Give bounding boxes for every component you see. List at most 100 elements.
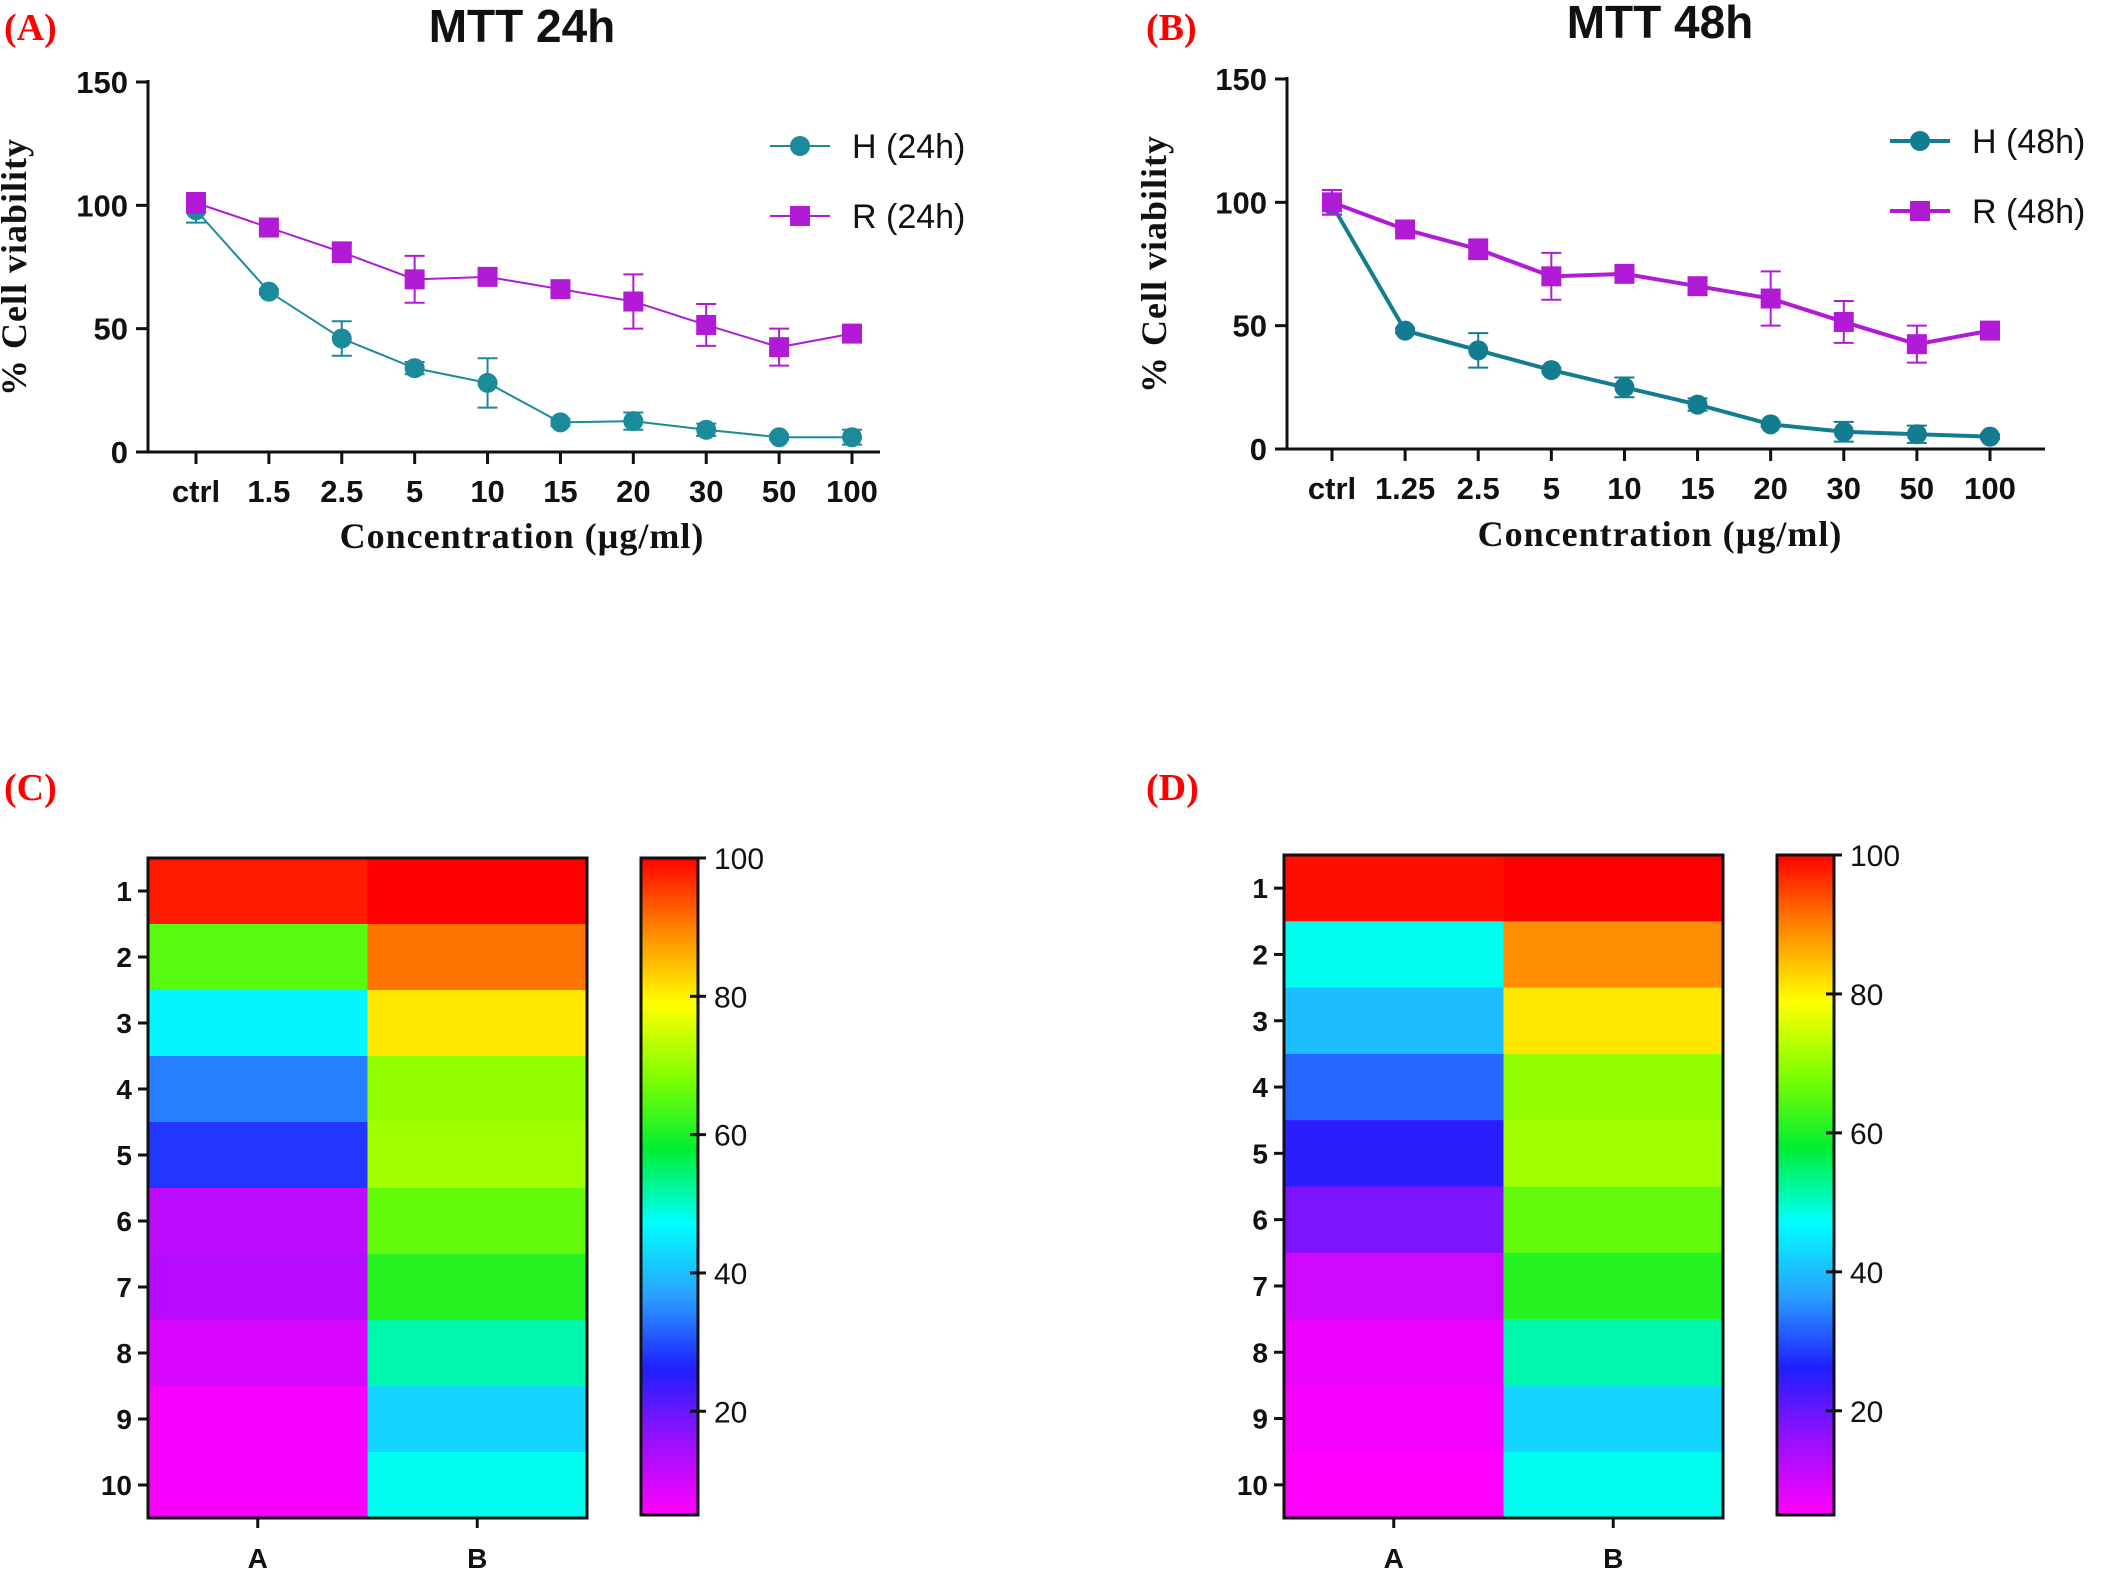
row-label: 4 [116, 1074, 132, 1105]
row-label: 2 [116, 942, 132, 973]
y-tick-label: 50 [1233, 309, 1267, 344]
data-point [696, 419, 717, 440]
x-tick-label: 2.5 [1457, 471, 1500, 506]
heatmap-cell [148, 990, 368, 1057]
data-point [1614, 263, 1635, 284]
row-label: 9 [1252, 1404, 1268, 1435]
colorbar-tick-label: 80 [714, 981, 747, 1014]
heatmap-cell [367, 990, 588, 1057]
heatmap-48h: 1 2 3 4 5 6 7 8 9 10 A B 20 40 60 80 100 [1237, 840, 1900, 1574]
heatmap-frame [146, 856, 589, 1520]
data-point [1760, 288, 1781, 309]
data-point [1614, 377, 1635, 398]
heatmap-cell [367, 858, 588, 925]
x-tick-label: 30 [1827, 471, 1861, 506]
heatmap-cell [1284, 1252, 1504, 1320]
x-tick-label: 15 [543, 474, 577, 509]
data-point [477, 372, 498, 393]
line-chart-48h: MTT 48h 0 50 100 150 ctrl 1.25 2.5 5 10 15 20 30 50 10… [1134, 0, 2085, 554]
data-point [1541, 360, 1562, 381]
heatmap-cell [367, 1386, 588, 1453]
data-point [842, 323, 862, 344]
heatmap-cell [148, 1320, 368, 1387]
colorbar-tick-label: 80 [1850, 979, 1883, 1012]
data-point [1760, 414, 1781, 435]
chart-title: MTT 48h [1567, 0, 1754, 48]
data-point [623, 411, 644, 432]
y-tick-label: 0 [1250, 432, 1267, 467]
data-point [404, 358, 425, 379]
panel-label-d: (D) [1146, 767, 1199, 809]
row-label: 7 [116, 1272, 132, 1303]
heatmap-cell [148, 858, 368, 925]
data-point [769, 337, 790, 358]
colorbar-tick-label: 60 [1850, 1118, 1883, 1151]
heatmap-cell [367, 1122, 588, 1189]
heatmap-cell [1284, 1120, 1504, 1187]
data-point [477, 266, 498, 287]
chart-title: MTT 24h [429, 0, 616, 52]
heatmap-cell [367, 1056, 588, 1123]
heatmap-cell [148, 1254, 368, 1321]
legend-label: R (24h) [852, 198, 965, 236]
legend-label: H (24h) [852, 128, 965, 166]
heatmap-cell [1284, 1319, 1504, 1386]
legend-label: R (48h) [1972, 193, 2085, 231]
data-point [550, 412, 571, 433]
data-point [1687, 276, 1708, 297]
row-label: 5 [116, 1140, 132, 1171]
heatmap-cell [1503, 1385, 1724, 1453]
column-label: A [1384, 1543, 1404, 1574]
row-label: 9 [116, 1404, 132, 1435]
row-label: 3 [1252, 1006, 1268, 1037]
x-axis-label: Concentration (µg/ml) [1478, 514, 1843, 554]
x-tick-label: 50 [762, 474, 796, 509]
colorbar-tick-label: 40 [714, 1258, 747, 1291]
legend-marker [1910, 201, 1930, 221]
data-point [1468, 239, 1489, 260]
y-tick-label: 0 [111, 435, 128, 470]
data-point [1468, 340, 1489, 361]
legend-marker [1910, 131, 1930, 151]
x-tick-label: 5 [1543, 471, 1560, 506]
heatmap-cell [367, 924, 588, 991]
colorbar-tick-label: 20 [1850, 1396, 1883, 1429]
row-label: 7 [1252, 1271, 1268, 1302]
x-axis-label: Concentration (µg/ml) [340, 516, 705, 556]
row-label: 10 [1237, 1470, 1268, 1501]
heatmap-cell [1503, 855, 1724, 922]
legend-marker [790, 136, 810, 156]
series-line [195, 201, 853, 349]
heatmap-cell [1503, 1053, 1724, 1121]
data-point [331, 242, 352, 263]
x-tick-label: 1.25 [1375, 471, 1435, 506]
colorbar-tick-label: 20 [714, 1396, 747, 1429]
x-tick-label: 10 [1607, 471, 1641, 506]
heatmap-cell [367, 1452, 588, 1519]
data-point [258, 281, 279, 302]
data-point [1322, 192, 1342, 213]
row-label: 3 [116, 1008, 132, 1039]
data-point [1906, 334, 1927, 355]
heatmap-cell [1503, 1252, 1724, 1320]
heatmap-cell [1284, 1053, 1504, 1121]
colorbar [639, 856, 700, 1517]
heatmap-cell [148, 1452, 368, 1519]
data-point [842, 427, 862, 448]
colorbar [1775, 853, 1836, 1517]
data-point [769, 427, 790, 448]
data-point [186, 192, 206, 213]
data-point [550, 279, 571, 300]
series-h [186, 196, 862, 448]
data-point [1980, 320, 2000, 341]
data-point [258, 217, 279, 238]
data-point [1541, 266, 1562, 287]
y-tick-label: 150 [1215, 62, 1267, 97]
heatmap-cell [1503, 921, 1724, 989]
colorbar-tick-label: 60 [714, 1120, 747, 1153]
heatmap-cell [1284, 1451, 1504, 1519]
row-label: 1 [1252, 873, 1268, 904]
heatmap-cell [1503, 1120, 1724, 1187]
row-label: 8 [116, 1338, 132, 1369]
heatmap-cell [148, 1386, 368, 1453]
